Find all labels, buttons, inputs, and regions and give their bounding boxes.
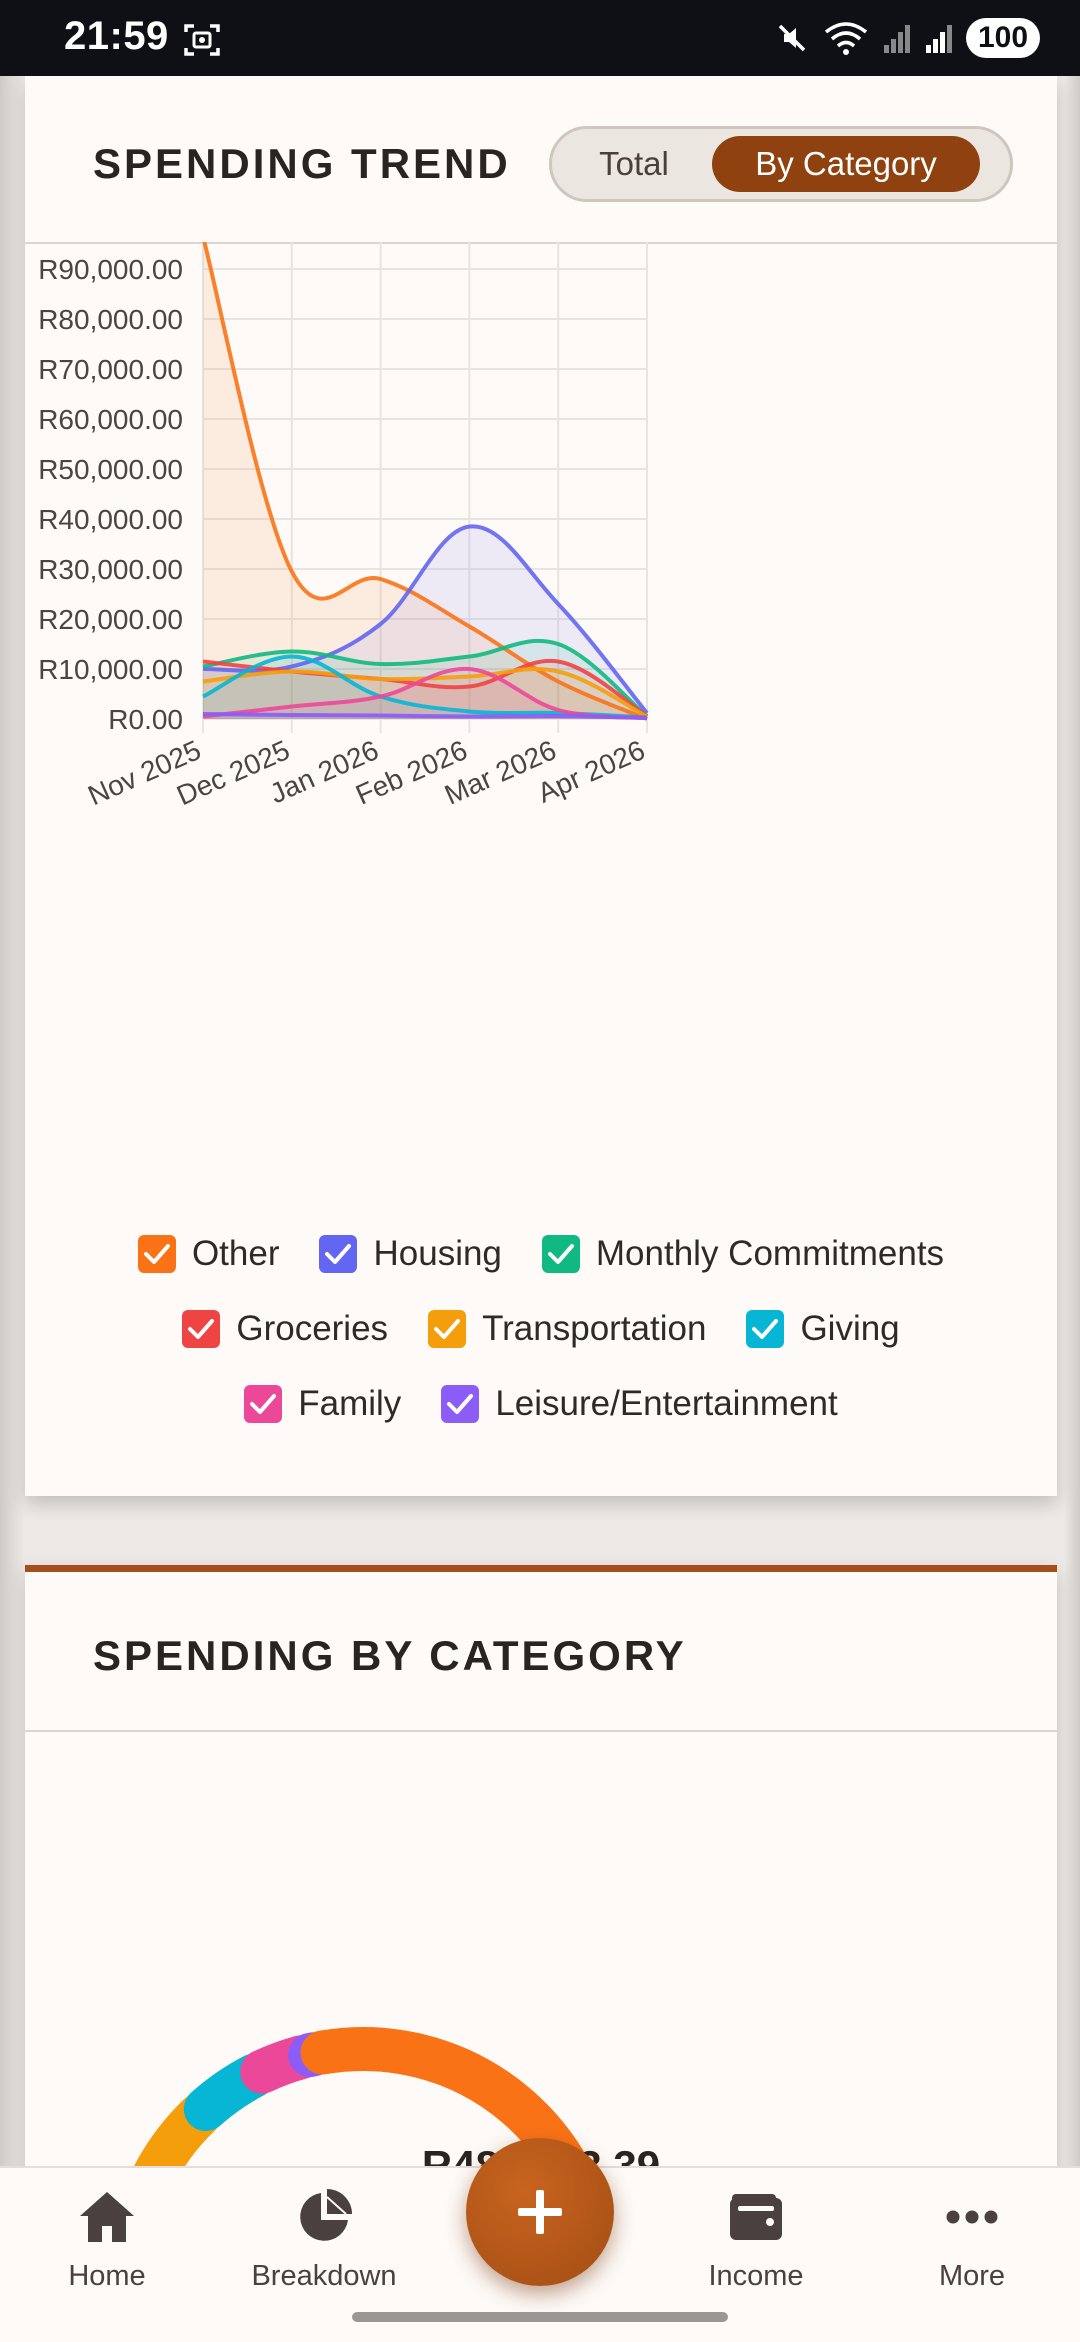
signal-icon	[884, 25, 910, 53]
nav-more-label: More	[938, 2260, 1006, 2292]
legend-label: Other	[191, 1233, 280, 1273]
checkbox-checked-icon	[244, 1384, 283, 1423]
side-edge	[0, 76, 24, 2166]
wifi-icon	[824, 22, 868, 55]
legend-row: Other Housing Monthly Commitments	[25, 1216, 1057, 1291]
nav-income[interactable]: Income	[666, 2180, 846, 2293]
checkbox-checked-icon	[182, 1309, 221, 1348]
home-indicator	[352, 2312, 728, 2322]
checkbox-checked-icon	[441, 1384, 480, 1423]
legend-row: Family Leisure/Entertainment	[25, 1366, 1057, 1441]
legend-item[interactable]: Monthly Commitments	[541, 1233, 945, 1274]
series-area	[203, 668, 647, 719]
legend-item[interactable]: Leisure/Entertainment	[441, 1383, 838, 1424]
legend-label: Leisure/Entertainment	[495, 1383, 838, 1423]
card-header: SPENDING BY CATEGORY	[25, 1572, 1057, 1732]
plus-icon	[518, 2190, 562, 2234]
nav-home-label: Home	[68, 2260, 146, 2292]
checkbox-checked-icon	[746, 1309, 785, 1348]
nav-home[interactable]: Home	[17, 2180, 197, 2293]
screenshot-icon	[184, 24, 220, 56]
chart-grid	[202, 242, 648, 733]
chart-areas	[203, 242, 647, 719]
legend-item[interactable]: Giving	[746, 1308, 900, 1349]
y-tick-label: R0.00	[108, 704, 183, 735]
y-axis-labels: R0.00 R10,000.00 R20,000.00 R30,000.00 R40,0…	[38, 254, 183, 735]
legend-label: Giving	[800, 1308, 900, 1348]
chart-lines	[202, 242, 649, 721]
y-tick-label: R70,000.00	[38, 354, 183, 385]
legend-label: Groceries	[236, 1308, 389, 1348]
more-icon	[946, 2210, 998, 2224]
series-area	[203, 242, 647, 719]
side-edge	[1064, 76, 1080, 2166]
nav-breakdown[interactable]: Breakdown	[234, 2180, 414, 2293]
legend-item[interactable]: Transportation	[428, 1309, 706, 1349]
checkbox-checked-icon	[541, 1234, 580, 1273]
battery-indicator: 100	[966, 18, 1040, 58]
series-line	[202, 242, 648, 721]
legend-label: Transportation	[482, 1308, 707, 1348]
spending-trend-card: SPENDING TREND Total By Category R0.00 R1…	[25, 76, 1057, 1496]
nav-breakdown-label: Breakdown	[251, 2260, 397, 2292]
nav-income-label: Income	[708, 2260, 804, 2292]
series-line	[202, 524, 649, 715]
y-tick-label: R50,000.00	[38, 454, 183, 485]
home-icon	[80, 2192, 134, 2242]
wallet-icon	[730, 2194, 782, 2240]
legend-row: Groceries Transportation Giving	[25, 1291, 1057, 1366]
legend-item[interactable]: Family	[244, 1384, 401, 1424]
mute-icon	[778, 24, 806, 52]
y-tick-label: R20,000.00	[38, 604, 183, 635]
y-tick-label: R10,000.00	[38, 654, 183, 685]
legend-item[interactable]: Groceries	[182, 1309, 388, 1349]
status-time: 21:59	[64, 14, 169, 58]
y-tick-label: R60,000.00	[38, 404, 183, 435]
checkbox-checked-icon	[137, 1234, 176, 1273]
series-line	[202, 638, 649, 719]
legend-item[interactable]: Housing	[319, 1233, 502, 1274]
legend-item[interactable]: Other	[137, 1233, 280, 1274]
status-bar: 21:59 100	[0, 0, 1080, 76]
toggle-total-button[interactable]: Total	[599, 145, 669, 182]
spending-trend-chart: R0.00 R10,000.00 R20,000.00 R30,000.00 R40,0…	[38, 242, 649, 811]
legend-label: Monthly Commitments	[595, 1233, 945, 1273]
series-line	[202, 666, 648, 720]
add-transaction-button[interactable]	[466, 2138, 614, 2286]
card-title: SPENDING BY CATEGORY	[93, 1632, 687, 1679]
signal-icon	[926, 25, 952, 53]
checkbox-checked-icon	[428, 1309, 467, 1348]
y-tick-label: R90,000.00	[38, 254, 183, 285]
toggle-by-category-button[interactable]: By Category	[712, 136, 980, 192]
status-icons: 100	[774, 14, 1040, 62]
legend-label: Family	[298, 1383, 402, 1423]
y-tick-label: R30,000.00	[38, 554, 183, 585]
card-title: SPENDING TREND	[93, 140, 511, 187]
card-header: SPENDING TREND Total By Category	[25, 76, 1057, 244]
view-toggle: Total By Category	[549, 126, 1013, 202]
checkbox-checked-icon	[319, 1234, 358, 1273]
legend-label: Housing	[373, 1233, 502, 1273]
nav-more[interactable]: More	[882, 2180, 1062, 2293]
series-area	[203, 669, 647, 719]
pie-chart-icon	[300, 2189, 352, 2241]
chart-legend: Other Housing Monthly Commitments Grocerie…	[25, 1216, 1057, 1441]
series-line	[202, 712, 648, 720]
y-tick-label: R80,000.00	[38, 304, 183, 335]
y-tick-label: R40,000.00	[38, 504, 183, 535]
